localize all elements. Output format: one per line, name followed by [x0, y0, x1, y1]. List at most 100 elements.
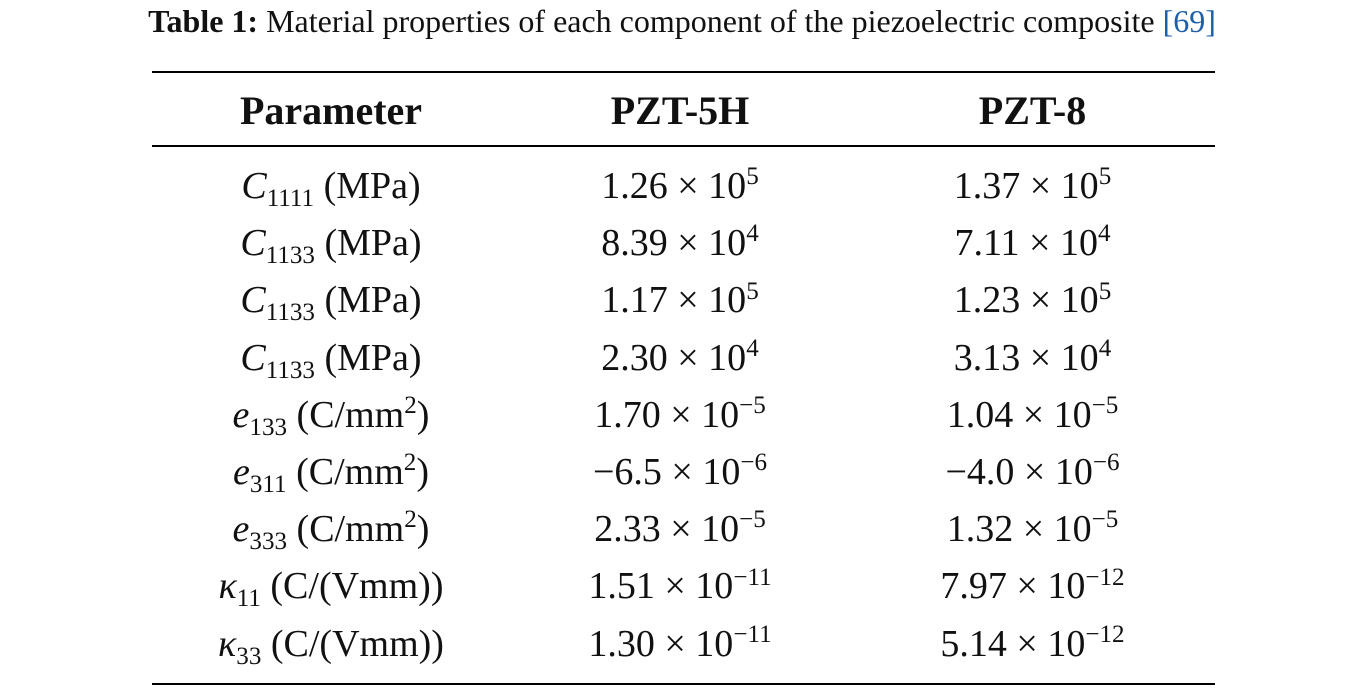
- header-parameter: Parameter: [239, 88, 423, 133]
- parameter-cell: C1133 (MPa): [152, 271, 510, 329]
- table-top-rule: [152, 71, 1215, 73]
- param-symbol: C: [240, 336, 266, 379]
- param-unit-sup: 2: [404, 506, 417, 534]
- value-mantissa: 7.11 × 10: [954, 222, 1098, 265]
- table-bottom-rule: [152, 683, 1215, 685]
- value-mantissa: 7.97 × 10: [940, 565, 1086, 608]
- param-subscript: 11: [236, 585, 261, 613]
- parameter-cell: C1111 (MPa): [152, 157, 510, 215]
- value-exponent: 4: [1097, 220, 1111, 248]
- value-exponent: −6: [1092, 449, 1120, 477]
- param-symbol: C: [241, 165, 267, 207]
- value-mantissa: 1.23 × 10: [953, 279, 1099, 322]
- pzt-8-value-cell: 1.37 × 105: [850, 157, 1215, 215]
- value-mantissa: 1.04 × 10: [946, 393, 1092, 436]
- value-exponent: 5: [746, 163, 759, 191]
- param-unit: (MPa): [323, 165, 421, 207]
- param-symbol: e: [232, 508, 250, 551]
- pzt-8-value-cell: 1.23 × 105: [850, 271, 1215, 329]
- citation-bracket-close: ]: [1205, 3, 1216, 39]
- value-exponent: 4: [746, 334, 759, 362]
- value-mantissa: 1.17 × 10: [601, 279, 747, 322]
- value-mantissa: 1.51 × 10: [588, 565, 734, 608]
- table-caption-label: Table 1:: [148, 3, 259, 39]
- table-row: C1133 (MPa) 1.17 × 105 1.23 × 105: [0, 271, 1364, 329]
- param-subscript: 33: [236, 642, 262, 670]
- param-symbol: e: [232, 393, 250, 436]
- parameter-cell: κ33 (C/(Vmm)): [152, 615, 510, 673]
- parameter-cell: e133 (C/mm2): [152, 386, 510, 444]
- param-subscript: 1133: [265, 356, 315, 384]
- table-header-rule: [152, 145, 1215, 147]
- parameter-cell: e311 (C/mm2): [152, 443, 510, 501]
- value-exponent: −5: [739, 392, 766, 420]
- table-row: C1133 (MPa) 2.30 × 104 3.13 × 104: [0, 329, 1364, 387]
- param-unit: (C/mm: [296, 451, 404, 493]
- value-mantissa: 2.30 × 10: [601, 336, 747, 379]
- param-unit-sup: 2: [403, 449, 417, 477]
- pzt-8-value-cell: 7.11 × 104: [850, 214, 1215, 272]
- param-subscript: 1111: [266, 185, 315, 213]
- table-caption-text: Material properties of each component of…: [266, 3, 1155, 39]
- param-unit: (MPa): [324, 279, 422, 322]
- param-subscript: 333: [249, 528, 288, 556]
- table-row: e133 (C/mm2) 1.70 × 10−5 1.04 × 10−5: [0, 386, 1364, 444]
- parameter-cell: e333 (C/mm2): [152, 500, 510, 558]
- pzt-8-value-cell: 5.14 × 10−12: [850, 615, 1215, 673]
- citation-number: 69: [1173, 3, 1206, 39]
- param-symbol: κ: [218, 565, 237, 608]
- param-unit-end: ): [416, 508, 430, 551]
- citation-link[interactable]: [69]: [1163, 3, 1216, 39]
- value-exponent: −5: [1091, 392, 1119, 420]
- param-subscript: 1133: [265, 299, 315, 327]
- param-unit: (C/mm: [296, 508, 405, 551]
- value-exponent: −12: [1085, 620, 1125, 648]
- param-subscript: 1133: [265, 242, 315, 270]
- param-unit: (MPa): [324, 222, 422, 265]
- table-row: κ33 (C/(Vmm)) 1.30 × 10−11 5.14 × 10−12: [0, 615, 1364, 673]
- citation-bracket-open: [: [1162, 3, 1174, 39]
- param-symbol: C: [240, 279, 266, 322]
- header-pzt-5h: PZT-5H: [610, 88, 750, 133]
- table-caption: Table 1: Material properties of each com…: [0, 0, 1364, 46]
- value-mantissa: −4.0 × 10: [945, 451, 1093, 493]
- pzt-8-value-cell: 1.04 × 10−5: [850, 386, 1215, 444]
- value-exponent: −5: [1091, 506, 1119, 534]
- pzt-5h-value-cell: 1.26 × 105: [510, 157, 850, 215]
- parameter-cell: C1133 (MPa): [152, 214, 510, 272]
- table-row: e333 (C/mm2) 2.33 × 10−5 1.32 × 10−5: [0, 500, 1364, 558]
- table-row: C1133 (MPa) 8.39 × 10 4 7.11 × 104: [0, 214, 1364, 272]
- param-unit-sup: 2: [404, 392, 417, 420]
- header-pzt-8: PZT-8: [978, 88, 1087, 133]
- pzt-5h-value-cell: 1.51 × 10−11: [510, 557, 850, 615]
- value-exponent: −6: [740, 449, 768, 477]
- value-exponent: −5: [739, 506, 766, 534]
- pzt-5h-value-cell: 1.70 × 10−5: [510, 386, 850, 444]
- value-mantissa: 3.13 × 10: [953, 336, 1099, 379]
- param-symbol: κ: [218, 622, 237, 665]
- value-exponent: 4: [1098, 334, 1112, 362]
- pzt-5h-value-cell: 1.17 × 105: [510, 271, 850, 329]
- value-mantissa: 1.26 × 10: [601, 165, 747, 207]
- value-exponent: 5: [1098, 163, 1112, 191]
- value-mantissa: 8.39 × 10: [601, 222, 747, 265]
- pzt-5h-value-cell: −6.5 × 10−6: [510, 443, 850, 501]
- parameter-cell: κ11 (C/(Vmm)): [152, 557, 510, 615]
- pzt-5h-value-cell: 2.33 × 10−5: [510, 500, 850, 558]
- param-symbol: C: [240, 222, 266, 265]
- value-mantissa: 5.14 × 10: [940, 622, 1086, 665]
- value-mantissa: 1.32 × 10: [946, 508, 1092, 551]
- pzt-5h-value-cell: 2.30 × 104: [510, 329, 850, 387]
- param-unit-end: ): [416, 451, 429, 493]
- pzt-8-value-cell: −4.0 × 10−6: [850, 443, 1215, 501]
- value-mantissa: 1.70 × 10: [594, 393, 740, 436]
- param-unit-end: ): [416, 393, 430, 436]
- param-unit: (MPa): [324, 336, 422, 379]
- table-row: C1111 (MPa) 1.26 × 105 1.37 × 105: [0, 157, 1364, 215]
- value-exponent: −11: [733, 563, 772, 591]
- pzt-8-value-cell: 3.13 × 104: [850, 329, 1215, 387]
- pzt-8-value-cell: 1.32 × 10−5: [850, 500, 1215, 558]
- value-mantissa: 2.33 × 10: [594, 508, 740, 551]
- value-mantissa: −6.5 × 10: [592, 451, 741, 493]
- value-exponent: 5: [1098, 277, 1112, 305]
